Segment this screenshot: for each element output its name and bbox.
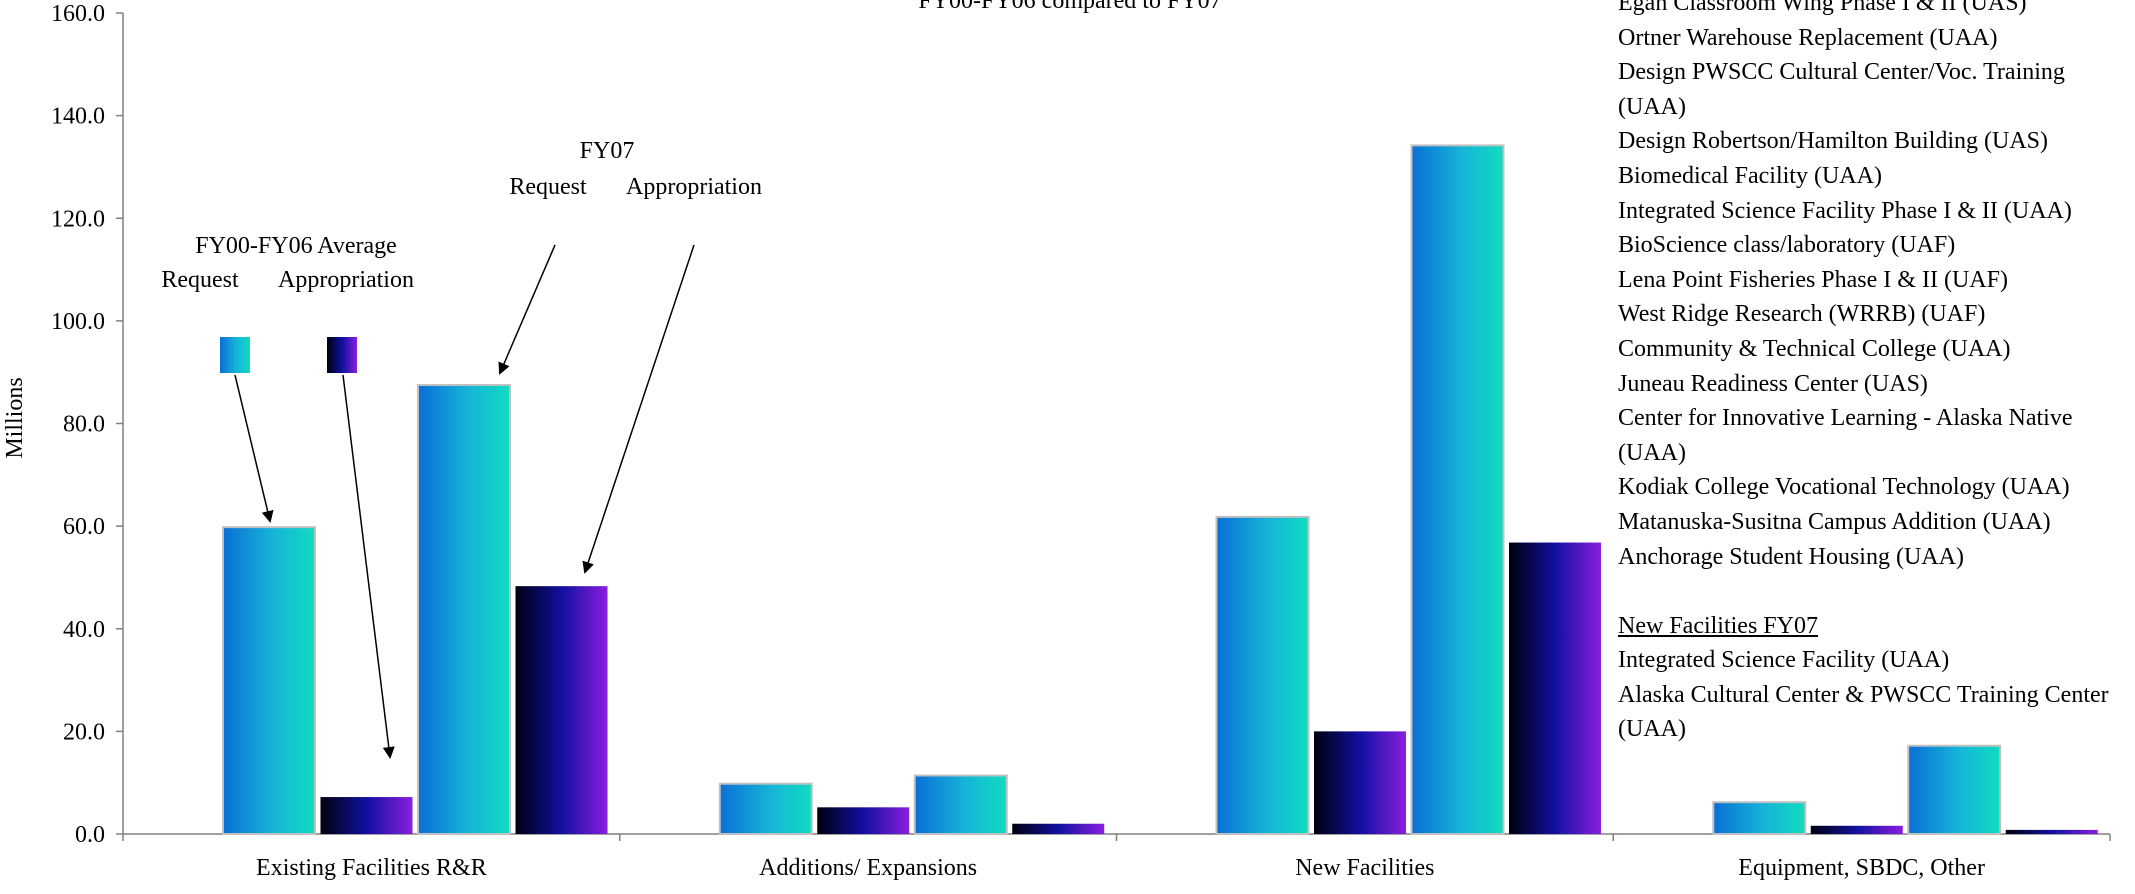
bar bbox=[1314, 731, 1406, 834]
annotation-avg-label: FY00-FY06 Average bbox=[195, 233, 397, 259]
facility-item: Design Robertson/Hamilton Building (UAS) bbox=[1618, 128, 2048, 155]
annotation-avg-appropriation: Appropriation bbox=[278, 267, 414, 293]
bar bbox=[1810, 825, 1903, 834]
arrow-avg-request bbox=[234, 374, 274, 523]
y-tick-label: 100.0 bbox=[51, 309, 105, 335]
y-tick-label: 140.0 bbox=[51, 104, 105, 130]
annotation-avg: FY00-FY06 Average Request Appropriation bbox=[161, 233, 414, 759]
chart-title: FY00-FY06 compared to FY07 bbox=[918, 0, 1221, 14]
y-tick-label: 0.0 bbox=[75, 822, 105, 848]
facility-item: West Ridge Research (WRRB) (UAF) bbox=[1618, 301, 1986, 328]
facility-item: Lena Point Fisheries Phase I & II (UAF) bbox=[1618, 266, 2008, 293]
arrow-fy07-appropriation bbox=[582, 244, 695, 574]
legend-swatch-request bbox=[220, 337, 250, 373]
x-tick-label: New Facilities bbox=[1295, 855, 1434, 881]
facility-item: Integrated Science Facility Phase I & II… bbox=[1618, 197, 2072, 224]
facility-item: Design PWSCC Cultural Center/Voc. Traini… bbox=[1618, 59, 2065, 120]
bar bbox=[417, 384, 511, 835]
bar bbox=[718, 782, 813, 835]
arrow-avg-appropriation bbox=[342, 374, 395, 759]
bar bbox=[1410, 144, 1505, 836]
y-tick-label: 160.0 bbox=[51, 1, 105, 27]
bar bbox=[913, 774, 1008, 835]
bars bbox=[222, 144, 2098, 836]
facility-item: Kodiak College Vocational Technology (UA… bbox=[1618, 474, 2070, 501]
legend-swatch-appropriation bbox=[327, 337, 357, 373]
facility-item: Anchorage Student Housing (UAA) bbox=[1618, 543, 1964, 570]
y-tick-label: 120.0 bbox=[51, 206, 105, 232]
bar bbox=[1712, 801, 1807, 836]
bar bbox=[1012, 823, 1105, 834]
bar bbox=[817, 807, 910, 834]
y-tick-label: 20.0 bbox=[63, 719, 105, 745]
new-facility-item: Alaska Cultural Center & PWSCC Training … bbox=[1618, 681, 2109, 743]
facility-item: Ortner Warehouse Replacement (UAA) bbox=[1618, 24, 1998, 51]
x-tick-label: Equipment, SBDC, Other bbox=[1738, 855, 1985, 881]
bar bbox=[515, 586, 608, 834]
y-tick-label: 40.0 bbox=[63, 617, 105, 643]
bar bbox=[1907, 744, 2002, 835]
new-facilities-heading: New Facilities FY07 bbox=[1618, 612, 1818, 639]
facility-item: Community & Technical College (UAA) bbox=[1618, 335, 2011, 362]
y-tick-label: 80.0 bbox=[63, 412, 105, 438]
bar bbox=[1215, 515, 1310, 835]
facility-item: Egan Classroom Wing Phase I & II (UAS) bbox=[1618, 0, 2027, 16]
annotation-avg-request: Request bbox=[161, 267, 239, 293]
x-tick-label: Additions/ Expansions bbox=[759, 855, 977, 881]
facility-list: Egan Classroom Wing Phase I & II (UAS) Or… bbox=[1618, 0, 2135, 747]
new-facility-item: Integrated Science Facility (UAA) bbox=[1618, 647, 1950, 674]
bar bbox=[1509, 542, 1601, 834]
annotation-fy07-request: Request bbox=[509, 174, 587, 200]
annotation-fy07: FY07 Request Appropriation bbox=[498, 138, 762, 574]
facility-item: BioScience class/laboratory (UAF) bbox=[1618, 232, 1956, 259]
y-tick-label: 60.0 bbox=[63, 514, 105, 540]
bar bbox=[2005, 829, 2098, 834]
facility-item: Matanuska-Susitna Campus Addition (UAA) bbox=[1618, 508, 2051, 535]
facility-item: Juneau Readiness Center (UAS) bbox=[1618, 370, 1928, 397]
annotation-fy07-appropriation: Appropriation bbox=[626, 174, 762, 200]
y-axis-label: Millions bbox=[2, 377, 28, 458]
bar bbox=[320, 797, 413, 834]
annotation-fy07-label: FY07 bbox=[580, 138, 635, 164]
arrow-fy07-request bbox=[498, 244, 556, 375]
facility-item: Center for Innovative Learning - Alaska … bbox=[1618, 405, 2073, 466]
x-tick-label: Existing Facilities R&R bbox=[256, 855, 487, 881]
list-spacer bbox=[1618, 574, 2135, 609]
axes: 0.0 20.0 40.0 60.0 80.0 100.0 120.0 140.0 160.0 E… bbox=[51, 1, 2111, 881]
facility-item: Biomedical Facility (UAA) bbox=[1618, 162, 1882, 189]
bar bbox=[222, 526, 316, 835]
